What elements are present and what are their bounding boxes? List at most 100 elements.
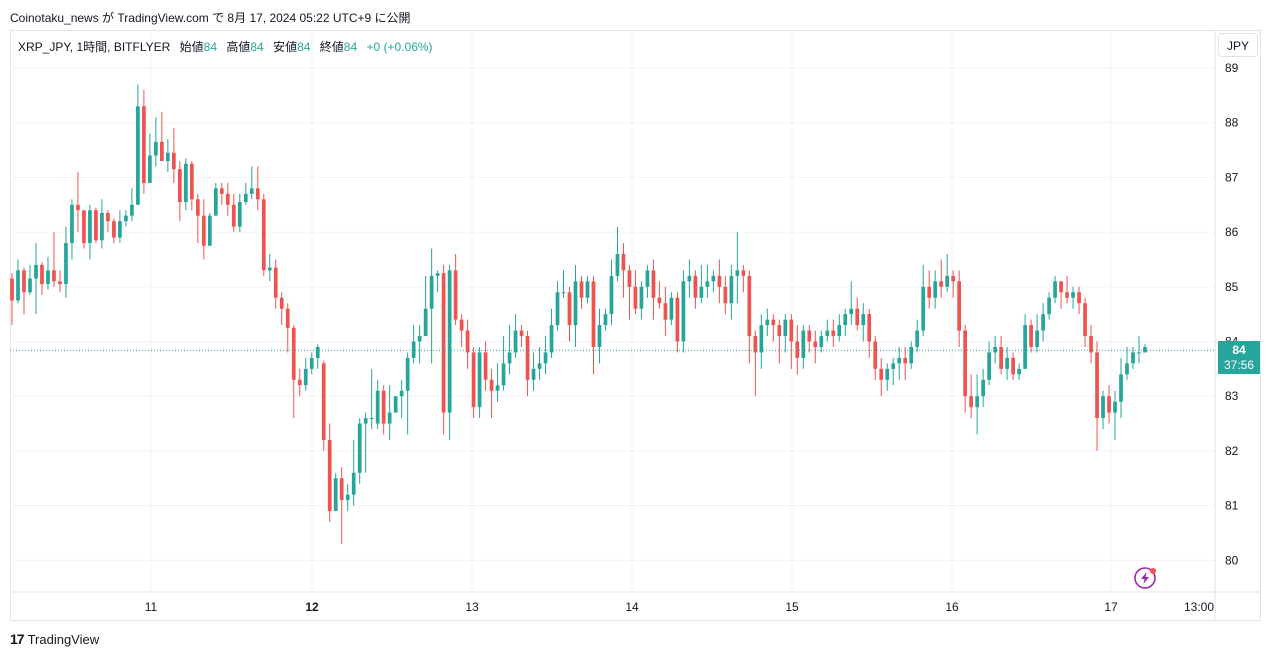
candle-body (327, 439, 332, 512)
candle-body (477, 352, 482, 408)
candle (16, 259, 20, 304)
grid-lines (10, 30, 1215, 592)
candle-body (423, 308, 428, 337)
candle-body (537, 363, 542, 369)
candle (909, 341, 914, 369)
candle-body (897, 357, 902, 364)
lightning-replay-icon[interactable] (1134, 567, 1156, 589)
candle (747, 270, 752, 364)
candle (315, 344, 320, 369)
candle (879, 357, 884, 397)
candle (687, 259, 692, 298)
candle-body (999, 346, 1003, 369)
candle-body (381, 390, 386, 424)
candle-body (309, 357, 314, 369)
legend-close-label: 終値 (319, 40, 344, 54)
candle-body (675, 297, 680, 342)
candle-body (771, 319, 776, 326)
candle-body (789, 319, 794, 342)
candle (1125, 346, 1129, 380)
candle (471, 346, 476, 419)
candle (915, 319, 920, 353)
candle-body (741, 270, 746, 276)
footer-brand[interactable]: 17 TradingView (10, 631, 99, 647)
candle-body (855, 308, 860, 326)
candle (201, 199, 206, 260)
candle (783, 314, 788, 353)
candle (969, 374, 974, 419)
candle-body (76, 204, 80, 211)
candle-body (837, 325, 842, 337)
candle-body (567, 292, 572, 326)
candle (459, 314, 464, 347)
candle (585, 275, 590, 304)
candle-body (603, 314, 608, 326)
candle-body (723, 286, 728, 304)
candle (711, 270, 716, 293)
candle-body (351, 472, 356, 495)
candle (999, 336, 1003, 375)
candle (663, 286, 668, 337)
legend-symbol[interactable]: XRP_JPY, 1時間, BITFLYER (18, 40, 171, 54)
candle-body (915, 330, 920, 347)
candle (813, 330, 818, 364)
candle-body (777, 325, 782, 337)
candle-body (1131, 352, 1135, 364)
candle-body (1005, 357, 1009, 369)
candle-body (969, 396, 974, 408)
candle-body (849, 308, 854, 315)
candle (963, 325, 968, 413)
candle-body (717, 275, 722, 287)
candle (801, 325, 806, 369)
candle (549, 308, 554, 358)
candle-body (64, 243, 68, 285)
candle-body (339, 478, 344, 501)
candle (753, 330, 758, 397)
candle-body (94, 210, 98, 241)
last-price-badge: 84 37:56 (1218, 341, 1260, 374)
candle (831, 319, 836, 347)
candle (933, 270, 938, 309)
candle-body (225, 193, 230, 205)
candle-body (261, 199, 266, 271)
candle-body (411, 341, 416, 358)
candle (411, 325, 416, 364)
currency-button[interactable]: JPY (1218, 33, 1258, 57)
y-tick-label: 86 (1225, 225, 1239, 239)
candle (237, 193, 242, 233)
candle (1137, 336, 1141, 364)
candle-body (136, 106, 140, 205)
y-tick-label: 88 (1225, 116, 1239, 130)
candle (1143, 344, 1147, 353)
candle (22, 267, 26, 315)
legend-open-label: 始値 (179, 40, 204, 54)
y-tick-label: 81 (1225, 499, 1239, 513)
candle (807, 325, 812, 353)
candle-body (279, 297, 284, 309)
candle-body (369, 418, 374, 420)
candle (177, 160, 182, 222)
candle-body (267, 267, 272, 271)
candle-body (447, 270, 452, 413)
candle-body (705, 281, 710, 287)
candle (106, 210, 110, 233)
candle (531, 352, 536, 391)
candle-body (711, 275, 716, 282)
candle (453, 253, 458, 326)
candle-body (441, 273, 446, 413)
candle (489, 368, 494, 419)
candle-body (1089, 336, 1093, 353)
candle-body (28, 278, 32, 293)
candle-body (927, 286, 932, 298)
candle (100, 199, 104, 249)
candle-body (861, 314, 866, 326)
candle (669, 292, 674, 326)
candle-body (519, 330, 524, 337)
candle (675, 292, 680, 353)
candle (1071, 286, 1075, 309)
candle-body (687, 275, 692, 282)
candle-body (88, 210, 92, 244)
candle (219, 182, 224, 205)
candle (891, 357, 896, 386)
